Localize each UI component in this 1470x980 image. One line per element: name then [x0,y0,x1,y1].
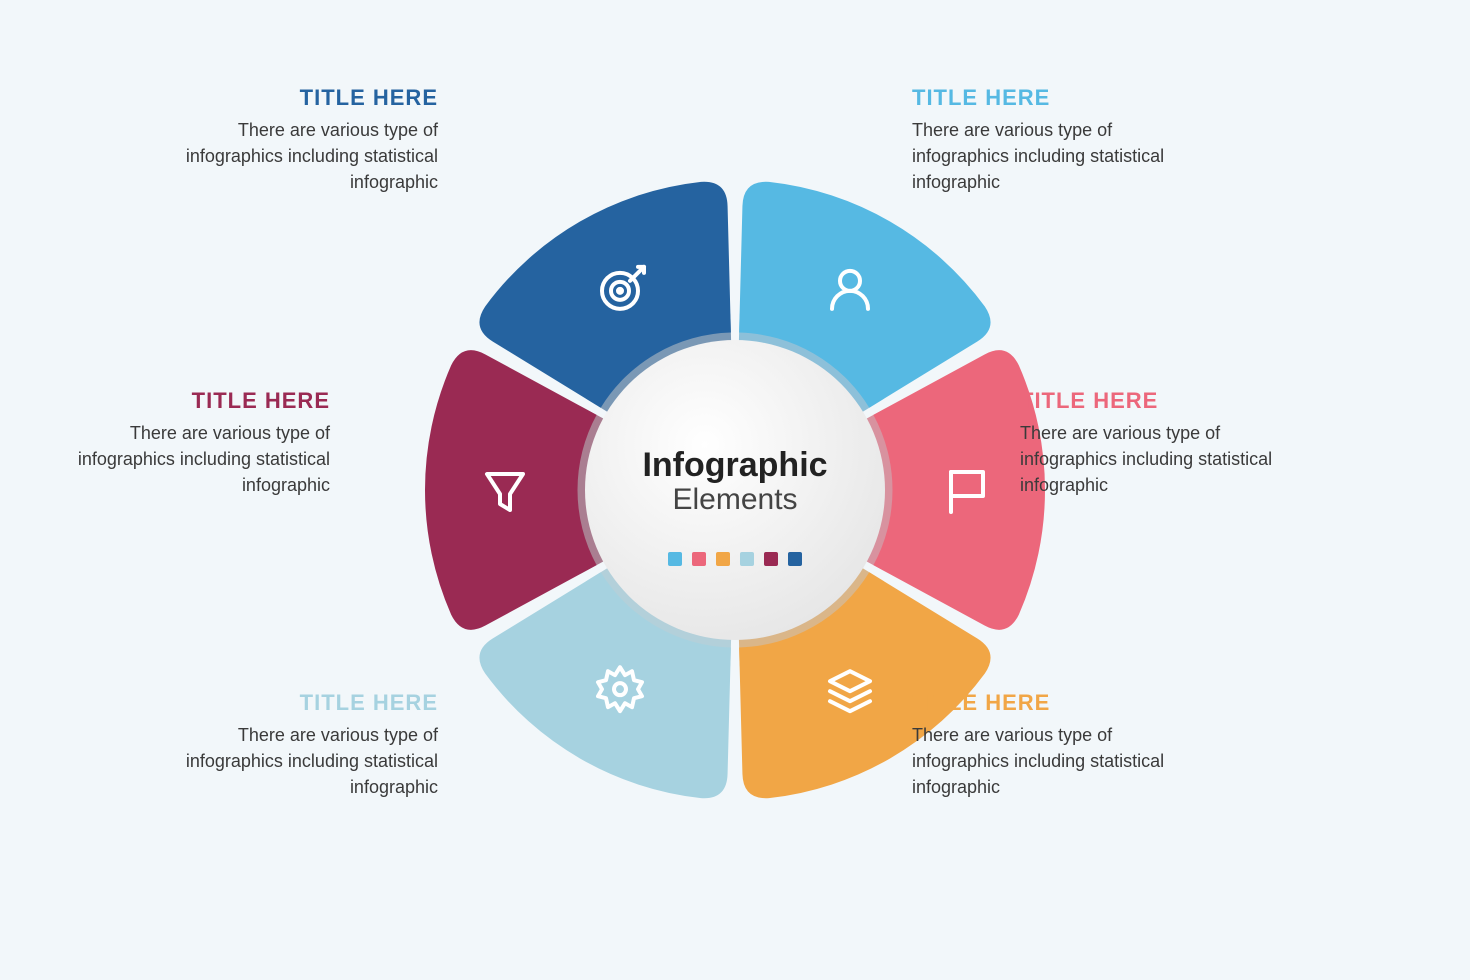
swatch [692,552,706,566]
center-title-line1: Infographic [605,446,865,485]
label-top-left: TITLE HERE There are various type of info… [138,85,438,195]
label-desc: There are various type of infographics i… [912,722,1212,800]
center-title: Infographic Elements [605,446,865,517]
label-desc: There are various type of infographics i… [912,117,1212,195]
label-top-right: TITLE HERE There are various type of info… [912,85,1212,195]
label-right: TITLE HERE There are various type of info… [1020,388,1320,498]
infographic-stage: Infographic Elements TITLE HERE There are… [0,0,1470,980]
label-title: TITLE HERE [912,690,1212,716]
swatch [740,552,754,566]
swatch [764,552,778,566]
label-title: TITLE HERE [138,690,438,716]
label-desc: There are various type of infographics i… [138,117,438,195]
label-title: TITLE HERE [138,85,438,111]
label-bottom-left: TITLE HERE There are various type of info… [138,690,438,800]
center-swatches [668,552,802,566]
swatch [788,552,802,566]
label-bottom-right: TITLE HERE There are various type of info… [912,690,1212,800]
label-title: TITLE HERE [912,85,1212,111]
label-desc: There are various type of infographics i… [30,420,330,498]
swatch [716,552,730,566]
label-left: TITLE HERE There are various type of info… [30,388,330,498]
label-desc: There are various type of infographics i… [138,722,438,800]
swatch [668,552,682,566]
label-title: TITLE HERE [1020,388,1320,414]
center-title-line2: Elements [605,483,865,517]
label-desc: There are various type of infographics i… [1020,420,1320,498]
label-title: TITLE HERE [30,388,330,414]
